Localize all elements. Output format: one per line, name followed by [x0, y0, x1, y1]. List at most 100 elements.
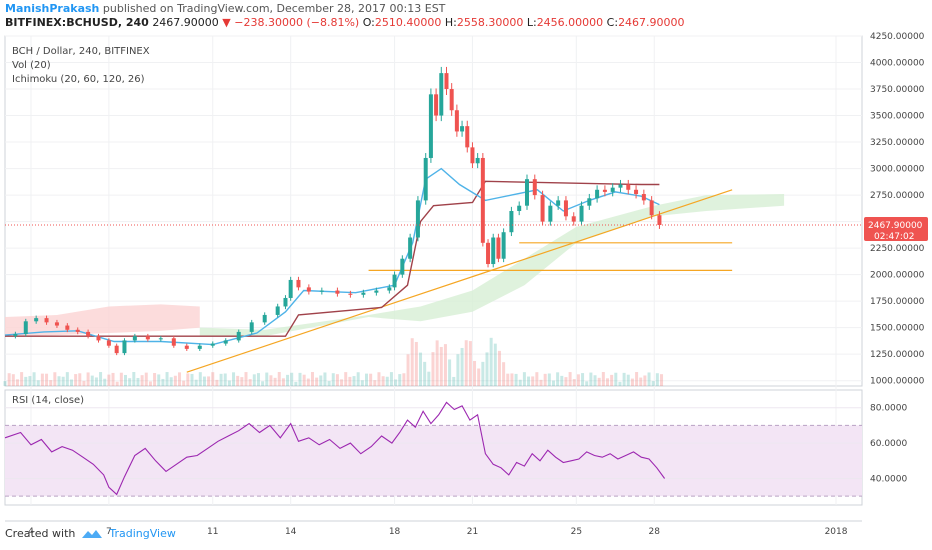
candle-body: [454, 110, 459, 132]
candle-body: [44, 318, 49, 323]
publish-info: ManishPrakash published on TradingView.c…: [5, 2, 445, 15]
author-link[interactable]: ManishPrakash: [5, 2, 100, 15]
candle-body: [480, 157, 485, 243]
candle-body: [657, 215, 662, 226]
volume-bar: [315, 377, 319, 386]
candle-body: [618, 184, 623, 188]
volume-bar: [427, 371, 431, 386]
volume-bar: [319, 375, 323, 386]
price-axis-tick: 1750.00000: [870, 297, 925, 307]
volume-bar: [398, 374, 402, 386]
volume-bar: [111, 372, 115, 386]
candle-body: [145, 336, 150, 340]
candle-body: [54, 322, 59, 326]
open-value: 2510.40000: [374, 16, 442, 29]
volume-bar: [49, 380, 53, 386]
volume-bar: [107, 374, 111, 386]
price-axis-tick: 2750.00000: [870, 191, 925, 201]
tradingview-brand[interactable]: TradingView: [109, 527, 176, 540]
volume-bar: [15, 379, 19, 386]
ichimoku-cloud-bearish: [5, 304, 200, 337]
volume-bar: [331, 373, 335, 386]
rsi-band: [5, 425, 862, 497]
time-axis-tick: 25: [571, 527, 582, 537]
rsi-axis-tick: 60.0000: [870, 439, 907, 449]
volume-bar: [236, 375, 240, 386]
volume-bar: [94, 377, 98, 386]
volume-bar: [389, 372, 393, 386]
volume-bar: [198, 372, 202, 386]
price-axis-tick: 3000.00000: [870, 165, 925, 175]
volume-bar: [223, 373, 227, 386]
volume-bar: [497, 350, 501, 386]
candle-body: [387, 287, 392, 291]
volume-bar: [605, 378, 609, 386]
candle-body: [184, 345, 189, 349]
volume-bar: [327, 381, 331, 386]
volume-bar: [369, 373, 373, 386]
volume-bar: [556, 372, 560, 386]
volume-bar: [306, 378, 310, 386]
candle-body: [444, 73, 449, 90]
volume-bar: [61, 376, 65, 386]
volume-bar: [128, 378, 132, 386]
volume-bar: [460, 347, 464, 386]
price-axis-tick: 1000.00000: [870, 377, 925, 387]
legend-volume: Vol (20): [12, 60, 51, 71]
candle-body: [540, 195, 545, 222]
candle-body: [288, 279, 293, 298]
price-axis-tick: 3250.00000: [870, 138, 925, 148]
volume-bar: [585, 381, 589, 386]
last-price-label: 2467.90000: [868, 221, 923, 231]
time-axis-tick: 11: [207, 527, 218, 537]
volume-bar: [281, 378, 285, 386]
time-axis-tick: 21: [467, 527, 478, 537]
candle-body: [626, 184, 631, 190]
volume-bar: [153, 373, 157, 386]
candle-body: [306, 287, 311, 292]
candle-body: [548, 205, 553, 222]
volume-bar: [252, 374, 256, 386]
volume-bar: [28, 376, 32, 386]
tenkan-line: [4, 167, 660, 346]
tradingview-logo-icon: [82, 529, 103, 538]
candle-body: [634, 189, 639, 195]
price-axis-tick: 1250.00000: [870, 350, 925, 360]
volume-bar: [7, 373, 11, 386]
volume-bar: [40, 373, 44, 386]
volume-bar: [551, 380, 555, 386]
volume-bar: [593, 375, 597, 386]
candle-body: [374, 290, 379, 293]
candle-body: [86, 331, 91, 337]
volume-bar: [468, 341, 472, 386]
high-value: 2558.30000: [456, 16, 524, 29]
volume-bar: [535, 372, 539, 386]
volume-bar: [140, 375, 144, 386]
high-label: H:: [444, 16, 457, 29]
volume-bar: [510, 373, 514, 386]
volume-bar: [36, 380, 40, 386]
volume-bar: [148, 381, 152, 386]
candle-body: [122, 340, 127, 354]
candle-body: [486, 242, 491, 265]
countdown-label: 02:47:02: [874, 232, 914, 242]
volume-bar: [335, 374, 339, 386]
volume-bar: [610, 374, 614, 386]
volume-bar: [161, 378, 165, 386]
candle-body: [579, 205, 584, 222]
candle-body: [65, 325, 70, 330]
volume-bar: [348, 376, 352, 386]
legend-rsi: RSI (14, close): [12, 395, 85, 406]
candle-body: [595, 189, 600, 199]
legend-symbol: BCH / Dollar, 240, BITFINEX: [12, 46, 150, 57]
volume-bar: [290, 372, 294, 386]
volume-bar: [456, 354, 460, 386]
volume-bar: [527, 376, 531, 386]
volume-bar: [560, 375, 564, 386]
volume-bar: [99, 372, 103, 386]
price-change: −238.30000 (−8.81%): [234, 16, 360, 29]
volume-bar: [489, 337, 493, 386]
volume-bar: [531, 376, 535, 386]
volume-bar: [601, 372, 605, 386]
